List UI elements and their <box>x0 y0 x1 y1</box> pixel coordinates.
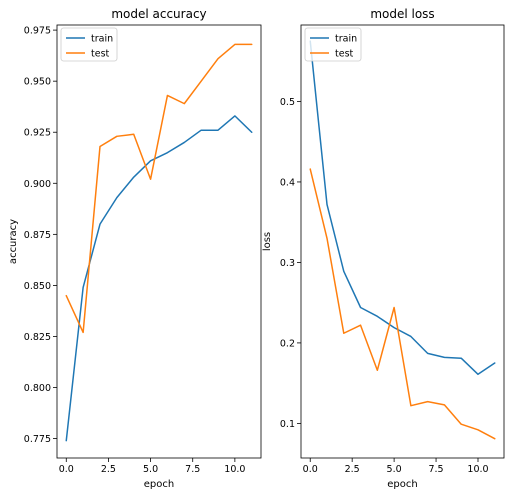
loss-chart: model loss 0.0 2.5 5.0 7.5 10.0 0.1 0.2 0.3 0.4 0.… <box>262 7 504 490</box>
y-tick-label: 0.800 <box>24 383 51 394</box>
x-tick-label: 2.5 <box>101 464 116 475</box>
x-tick-label: 10.0 <box>467 464 488 475</box>
y-axis-label: loss <box>262 232 273 251</box>
series-line-test <box>66 44 251 332</box>
legend-label: test <box>335 49 354 60</box>
y-tick-label: 0.3 <box>280 258 295 269</box>
legend-label: test <box>91 49 110 60</box>
y-tick-label: 0.825 <box>24 332 51 343</box>
y-tick-label: 0.2 <box>280 338 295 349</box>
x-tick-label: 0.0 <box>303 464 318 475</box>
series-line-train <box>66 116 251 441</box>
accuracy-chart: model accuracy 0.0 2.5 5.0 7.5 10.0 0.775 0.800… <box>8 7 261 490</box>
y-tick-label: 0.900 <box>24 179 51 190</box>
chart-title: model loss <box>370 7 434 21</box>
chart-title: model accuracy <box>111 7 206 21</box>
legend: train test <box>305 28 361 61</box>
legend-label: train <box>91 34 113 45</box>
plot-frame <box>57 25 261 458</box>
x-tick-label: 5.0 <box>143 464 158 475</box>
x-tick-label: 7.5 <box>428 464 443 475</box>
y-tick-label: 0.925 <box>24 128 51 139</box>
y-tick-label: 0.850 <box>24 281 51 292</box>
x-tick-label: 5.0 <box>387 464 402 475</box>
y-tick-label: 0.1 <box>280 419 295 430</box>
legend-label: train <box>335 34 357 45</box>
x-axis-label: epoch <box>144 479 174 490</box>
x-tick-label: 2.5 <box>345 464 360 475</box>
series-line-train <box>310 41 495 374</box>
y-tick-label: 0.775 <box>24 434 51 445</box>
y-axis-label: accuracy <box>8 219 19 264</box>
y-tick-label: 0.5 <box>280 97 295 108</box>
legend: train test <box>61 28 117 61</box>
y-tick-label: 0.4 <box>280 177 295 188</box>
series-line-test <box>310 169 495 439</box>
x-tick-label: 7.5 <box>185 464 200 475</box>
y-tick-label: 0.950 <box>24 77 51 88</box>
x-tick-label: 10.0 <box>224 464 245 475</box>
y-tick-label: 0.875 <box>24 230 51 241</box>
x-tick-label: 0.0 <box>59 464 74 475</box>
x-axis-label: epoch <box>387 479 417 490</box>
plot-frame <box>301 25 504 458</box>
y-tick-label: 0.975 <box>24 26 51 37</box>
